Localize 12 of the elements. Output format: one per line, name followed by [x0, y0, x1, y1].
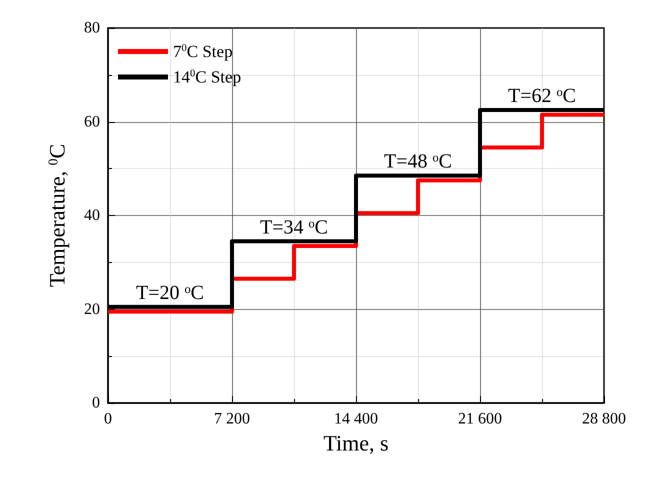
y-tick-label: 60	[84, 113, 100, 130]
y-tick-label: 40	[84, 207, 100, 224]
y-axis-title: Temperature, 0C	[44, 144, 70, 288]
x-axis-title: Time, s	[323, 430, 389, 456]
x-tick-label: 7 200	[214, 410, 250, 428]
y-tick-label: 20	[84, 300, 100, 318]
x-tick-label: 0	[104, 410, 112, 428]
y-tick-label: 0	[92, 394, 100, 412]
x-tick-label: 21 600	[458, 410, 502, 428]
x-tick-label: 28 800	[582, 410, 626, 428]
y-tick-label: 80	[84, 20, 100, 36]
x-tick-label: 14 400	[334, 410, 378, 428]
